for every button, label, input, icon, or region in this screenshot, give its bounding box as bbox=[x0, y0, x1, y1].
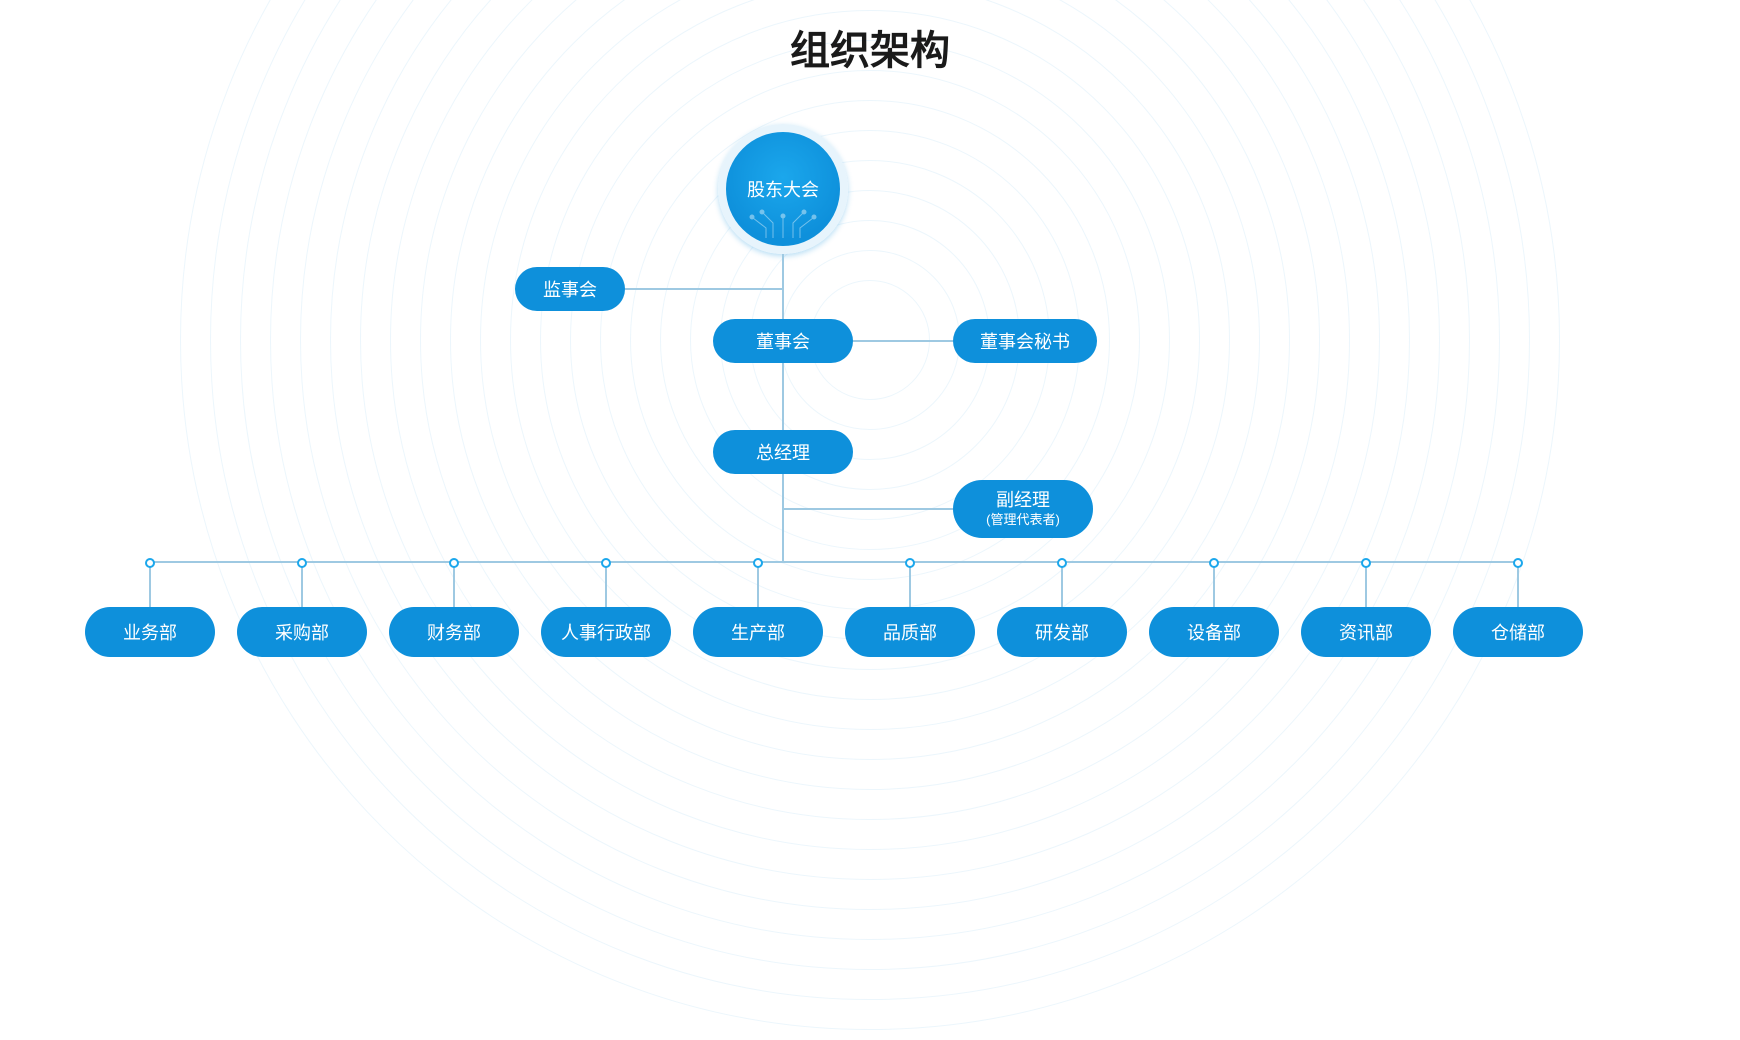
connector-dot bbox=[145, 558, 155, 568]
dept-label: 人事行政部 bbox=[561, 619, 651, 645]
node-shareholders-label: 股东大会 bbox=[747, 176, 819, 202]
connector-dot bbox=[297, 558, 307, 568]
node-gm-label: 总经理 bbox=[756, 439, 810, 465]
dept-node: 设备部 bbox=[1149, 607, 1279, 657]
dept-node: 品质部 bbox=[845, 607, 975, 657]
dept-node: 财务部 bbox=[389, 607, 519, 657]
connector-dot bbox=[1209, 558, 1219, 568]
node-supervisory: 监事会 bbox=[515, 267, 625, 311]
dept-label: 设备部 bbox=[1187, 619, 1241, 645]
dept-node: 采购部 bbox=[237, 607, 367, 657]
node-gm: 总经理 bbox=[713, 430, 853, 474]
connector-dot bbox=[601, 558, 611, 568]
node-shareholders: 股东大会 bbox=[718, 124, 848, 254]
connector-dot bbox=[1513, 558, 1523, 568]
connector-dot bbox=[905, 558, 915, 568]
node-deputy-label: 副经理 bbox=[996, 489, 1050, 512]
dept-node: 研发部 bbox=[997, 607, 1127, 657]
dept-label: 生产部 bbox=[731, 619, 785, 645]
connector-dot bbox=[753, 558, 763, 568]
page-title: 组织架构 bbox=[790, 18, 950, 76]
dept-label: 业务部 bbox=[123, 619, 177, 645]
connector-dot bbox=[1057, 558, 1067, 568]
dept-node: 人事行政部 bbox=[541, 607, 671, 657]
circuit-icon bbox=[738, 198, 828, 238]
dept-node: 业务部 bbox=[85, 607, 215, 657]
node-supervisory-label: 监事会 bbox=[543, 276, 597, 302]
dept-label: 研发部 bbox=[1035, 619, 1089, 645]
dept-label: 资讯部 bbox=[1339, 619, 1393, 645]
connector-dot bbox=[1361, 558, 1371, 568]
node-deputy-sublabel: (管理代表者) bbox=[986, 512, 1060, 529]
node-board: 董事会 bbox=[713, 319, 853, 363]
node-secretary: 董事会秘书 bbox=[953, 319, 1097, 363]
node-deputy: 副经理 (管理代表者) bbox=[953, 480, 1093, 538]
connector-dot bbox=[449, 558, 459, 568]
dept-node: 生产部 bbox=[693, 607, 823, 657]
dept-label: 财务部 bbox=[427, 619, 481, 645]
ripple-background bbox=[170, 0, 1570, 1040]
dept-label: 品质部 bbox=[883, 619, 937, 645]
dept-label: 采购部 bbox=[275, 619, 329, 645]
dept-node: 资讯部 bbox=[1301, 607, 1431, 657]
node-secretary-label: 董事会秘书 bbox=[980, 328, 1070, 354]
node-board-label: 董事会 bbox=[756, 328, 810, 354]
dept-node: 仓储部 bbox=[1453, 607, 1583, 657]
dept-label: 仓储部 bbox=[1491, 619, 1545, 645]
